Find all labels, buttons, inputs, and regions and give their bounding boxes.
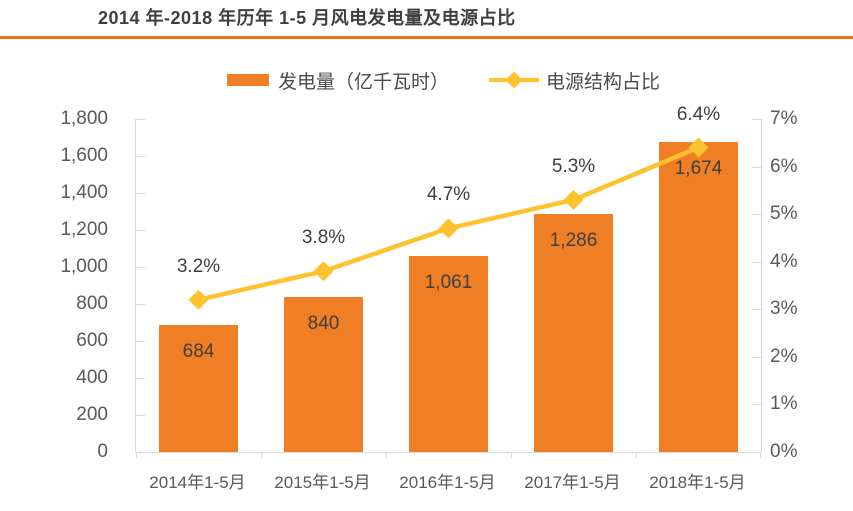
bar: [159, 325, 238, 452]
left-axis-tick-label: 1,600: [60, 145, 108, 166]
left-axis-tick-label: 0: [97, 441, 108, 462]
left-axis-tick-label: 1,000: [60, 256, 108, 277]
left-axis-tick-label: 600: [76, 330, 108, 351]
left-axis-tick-mark: [136, 415, 145, 416]
left-axis-tick-label: 1,800: [60, 108, 108, 129]
legend-line-label: 电源结构占比: [546, 71, 661, 93]
bar-value-label: 1,286: [549, 230, 598, 252]
x-axis-category-label: 2014年1-5月: [149, 473, 246, 492]
plot-area: 684 840 1,061 1,286 1,674 3.2% 3.8% 4.7% 5.3% 6.4…: [135, 104, 762, 459]
bar-value-label: 684: [182, 341, 215, 363]
x-axis-tick-mark: [136, 452, 137, 459]
title-underline-rule: [0, 36, 853, 39]
left-axis-tick-mark: [136, 156, 145, 157]
bar-value-label: 1,061: [424, 271, 473, 293]
right-axis-tick-mark: [752, 166, 761, 168]
right-axis-tick-label: 3%: [770, 298, 798, 320]
bar: [409, 255, 488, 452]
chart-title: 2014 年-2018 年历年 1-5 月风电发电量及电源占比: [98, 8, 516, 28]
line-percent-label: 5.3%: [551, 155, 596, 177]
x-axis-category-label: 2016年1-5月: [399, 473, 496, 492]
left-axis-tick-mark: [136, 267, 145, 268]
line-percent-label: 6.4%: [676, 103, 721, 125]
right-axis-tick-label: 4%: [770, 250, 798, 272]
left-axis-tick-label: 1,200: [60, 219, 108, 240]
left-axis-tick-mark: [136, 193, 145, 194]
right-axis-tick-label: 0%: [770, 441, 798, 462]
bar: [284, 296, 363, 452]
right-axis-tick-label: 2%: [770, 345, 798, 367]
right-axis-tick-mark: [752, 261, 761, 263]
legend-diamond-icon: [505, 71, 523, 89]
left-axis-tick-mark: [136, 230, 145, 231]
x-axis-tick-mark: [386, 452, 387, 459]
legend-line-marker-icon: [489, 70, 540, 90]
right-axis-tick-label: 5%: [770, 203, 798, 225]
left-axis-tick-label: 400: [76, 367, 108, 388]
x-axis-tick-mark: [261, 452, 262, 459]
bar: [659, 142, 738, 452]
left-axis-tick-mark: [136, 119, 145, 120]
line-point-diamond-icon: [188, 289, 209, 310]
left-axis-tick-mark: [136, 378, 145, 379]
bar: [534, 214, 613, 452]
bar-value-label: 840: [307, 312, 340, 334]
bar-value-label: 1,674: [674, 158, 723, 180]
legend-bar-swatch: [227, 74, 269, 86]
line-percent-label: 4.7%: [426, 184, 471, 206]
line-point-diamond-icon: [688, 137, 709, 158]
x-axis-category-label: 2017年1-5月: [524, 473, 621, 492]
x-axis-tick-mark: [760, 452, 761, 459]
x-axis-category-label: 2018年1-5月: [649, 473, 746, 492]
line-point-diamond-icon: [313, 261, 334, 282]
right-axis-tick-label: 7%: [770, 108, 798, 129]
right-axis-tick-mark: [752, 404, 761, 406]
right-axis-tick-mark: [752, 214, 761, 216]
right-axis-tick-mark: [752, 309, 761, 311]
right-axis-tick-label: 6%: [770, 155, 798, 177]
line-percent-label: 3.8%: [301, 227, 346, 249]
line-series: [188, 137, 709, 310]
left-axis-tick-label: 200: [76, 404, 108, 425]
x-axis-tick-mark: [636, 452, 637, 459]
x-axis-tick-mark: [511, 452, 512, 459]
right-axis-tick-mark: [752, 119, 761, 120]
legend: 发电量（亿千瓦时） 电源结构占比: [227, 67, 660, 93]
left-axis-tick-label: 800: [76, 293, 108, 314]
right-axis-tick-label: 1%: [770, 393, 798, 415]
line-point-diamond-icon: [438, 218, 459, 239]
left-axis-tick-mark: [136, 304, 145, 305]
x-axis-category-label: 2015年1-5月: [274, 473, 371, 492]
left-axis-tick-mark: [136, 341, 145, 342]
legend-bar-label: 发电量（亿千瓦时）: [278, 71, 450, 93]
left-axis-tick-label: 1,400: [60, 182, 108, 203]
line-percent-label: 3.2%: [176, 255, 221, 277]
right-axis-tick-mark: [752, 356, 761, 358]
line-point-diamond-icon: [563, 189, 584, 210]
